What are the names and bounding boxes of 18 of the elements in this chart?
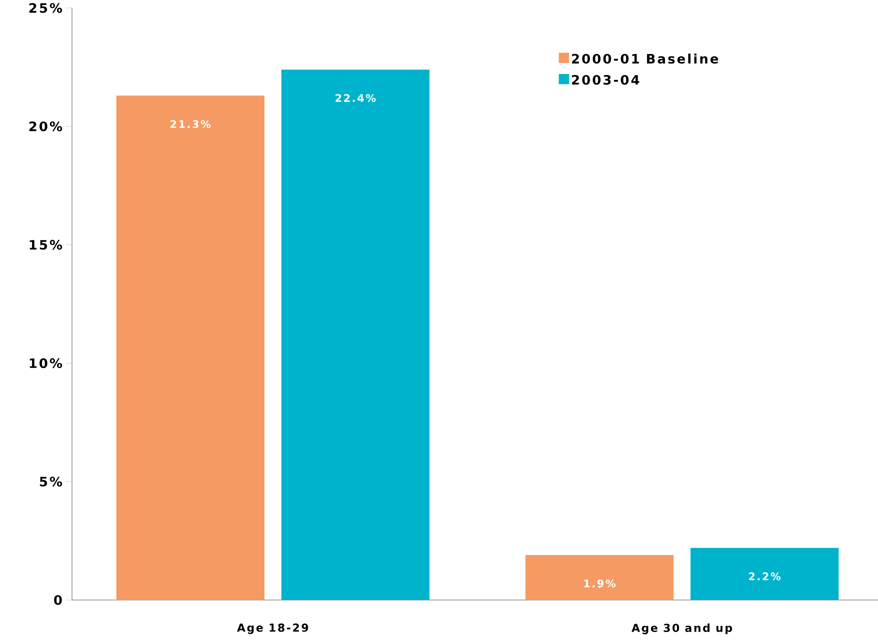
y-tick-label: 5% [40,476,62,486]
y-tick-label: 0 [54,595,62,605]
y-tick-label: 15% [30,240,62,250]
legend-label: 2003-04 [572,74,640,85]
bar [116,96,264,600]
data-label: 22.4% [336,94,376,102]
x-tick-label: Age 18-29 [237,624,308,634]
data-label: 1.9% [584,580,616,588]
data-label: 2.2% [748,572,781,580]
bar [525,555,674,600]
y-tick-label: 10% [30,358,62,368]
legend-label: 2000-01 Baseline [572,54,718,64]
bar [690,548,839,600]
y-tick-label: 20% [29,122,62,132]
data-label: 21.3% [170,120,211,128]
bar [281,70,430,600]
x-tick-label: Age 30 and up [632,624,732,634]
y-tick-label: 25% [29,3,62,13]
